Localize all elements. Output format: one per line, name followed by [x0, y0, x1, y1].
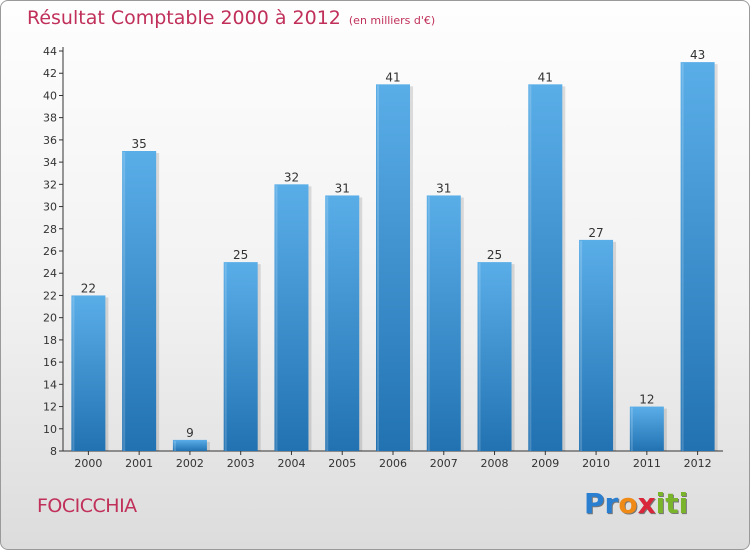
bar-2012	[680, 62, 715, 451]
bar-2006	[376, 84, 410, 451]
value-label: 9	[186, 426, 194, 440]
y-tick-label: 32	[43, 178, 57, 191]
x-tick-label: 2011	[633, 457, 661, 470]
value-label: 35	[132, 137, 147, 151]
chart-title: Résultat Comptable 2000 à 2012 (en millie…	[27, 7, 435, 29]
value-label: 43	[690, 48, 705, 62]
y-tick-label: 40	[43, 89, 57, 102]
chart-subtitle: (en milliers d'€)	[348, 14, 436, 27]
y-tick-label: 16	[43, 356, 57, 369]
bar-highlight	[275, 185, 278, 452]
x-tick-label: 2004	[277, 457, 305, 470]
y-tick-label: 18	[43, 334, 57, 347]
logo-letter: o	[618, 487, 638, 520]
y-tick-label: 22	[43, 289, 57, 302]
x-tick-label: 2009	[531, 457, 559, 470]
bar-2007	[426, 195, 461, 451]
value-label: 41	[385, 70, 400, 84]
x-tick-label: 2000	[74, 457, 102, 470]
y-tick-label: 30	[43, 201, 57, 214]
value-label: 31	[436, 181, 451, 195]
x-tick-label: 2006	[379, 457, 407, 470]
bar-highlight	[326, 196, 329, 451]
logo-letter: r	[604, 487, 619, 520]
value-label: 27	[588, 226, 603, 240]
bar-2010	[579, 239, 614, 451]
y-tick-label: 10	[43, 423, 57, 436]
y-tick-label: 38	[43, 112, 57, 125]
bar-2005	[325, 195, 360, 451]
bar-highlight	[681, 63, 684, 451]
bar-highlight	[580, 240, 583, 451]
value-label: 32	[284, 170, 299, 184]
logo-letter: P	[584, 487, 605, 520]
bar-highlight	[478, 263, 481, 451]
bars: 22 35 9 25 32 31 41 31 25 41 27 12 43	[71, 48, 718, 452]
value-label: 31	[335, 181, 350, 195]
x-tick-label: 2012	[684, 457, 712, 470]
proxiti-logo[interactable]: Proxiti	[584, 487, 688, 520]
bar-2001	[122, 151, 157, 451]
bar-highlight	[173, 440, 176, 451]
bar-2002	[172, 439, 207, 451]
commune-name: FOCICCHIA	[37, 495, 137, 517]
x-tick-label: 2008	[481, 457, 509, 470]
bar-highlight	[529, 85, 532, 451]
bar-highlight	[427, 196, 430, 451]
y-tick-label: 42	[43, 67, 57, 80]
y-tick-label: 20	[43, 312, 57, 325]
bar-highlight	[72, 296, 75, 451]
title-text: Résultat Comptable 2000 à 2012	[27, 7, 341, 29]
bar-2009	[528, 84, 563, 451]
y-tick-label: 24	[43, 267, 57, 280]
y-tick-label: 8	[50, 445, 57, 458]
y-tick-label: 36	[43, 134, 57, 147]
bar-2004	[274, 184, 309, 452]
bar-2003	[223, 262, 258, 451]
logo-letter: i	[678, 487, 689, 520]
y-tick-label: 44	[43, 45, 57, 58]
y-tick-label: 26	[43, 245, 57, 258]
value-label: 22	[81, 281, 96, 295]
bar-2000	[71, 295, 106, 451]
value-label: 25	[233, 248, 248, 262]
bar-highlight	[630, 407, 633, 451]
logo-letter: t	[665, 487, 679, 520]
x-tick-label: 2007	[430, 457, 458, 470]
x-tick-label: 2001	[125, 457, 153, 470]
y-tick-label: 14	[43, 378, 57, 391]
bar-2011	[629, 406, 664, 451]
bar-highlight	[123, 152, 126, 451]
x-tick-label: 2005	[328, 457, 356, 470]
x-tick-label: 2003	[227, 457, 255, 470]
logo-letter: i	[655, 487, 666, 520]
bar-highlight	[224, 263, 227, 451]
y-tick-label: 12	[43, 401, 57, 414]
y-tick-label: 34	[43, 156, 57, 169]
value-label: 12	[639, 393, 654, 407]
y-tick-label: 28	[43, 223, 57, 236]
x-tick-label: 2010	[582, 457, 610, 470]
bar-2008	[477, 262, 512, 451]
value-label: 41	[538, 70, 553, 84]
x-tick-label: 2002	[176, 457, 204, 470]
value-label: 25	[487, 248, 502, 262]
logo-letter: x	[637, 487, 656, 520]
bar-highlight	[377, 85, 379, 451]
